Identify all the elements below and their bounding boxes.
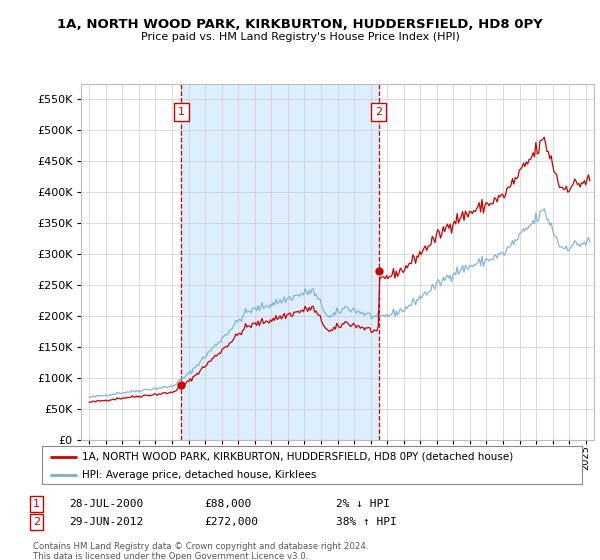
Text: 1A, NORTH WOOD PARK, KIRKBURTON, HUDDERSFIELD, HD8 0PY: 1A, NORTH WOOD PARK, KIRKBURTON, HUDDERS… bbox=[57, 18, 543, 31]
Text: £88,000: £88,000 bbox=[204, 499, 251, 509]
Text: 2: 2 bbox=[33, 517, 40, 527]
Text: Contains HM Land Registry data © Crown copyright and database right 2024.
This d: Contains HM Land Registry data © Crown c… bbox=[33, 542, 368, 560]
Bar bbox=[181, 84, 379, 440]
Text: 2: 2 bbox=[375, 107, 382, 117]
Text: 2% ↓ HPI: 2% ↓ HPI bbox=[336, 499, 390, 509]
Text: 1A, NORTH WOOD PARK, KIRKBURTON, HUDDERSFIELD, HD8 0PY (detached house): 1A, NORTH WOOD PARK, KIRKBURTON, HUDDERS… bbox=[83, 451, 514, 461]
Text: Price paid vs. HM Land Registry's House Price Index (HPI): Price paid vs. HM Land Registry's House … bbox=[140, 32, 460, 42]
Text: 1: 1 bbox=[178, 107, 185, 117]
Text: 28-JUL-2000: 28-JUL-2000 bbox=[69, 499, 143, 509]
Text: 1: 1 bbox=[33, 499, 40, 509]
Text: HPI: Average price, detached house, Kirklees: HPI: Average price, detached house, Kirk… bbox=[83, 470, 317, 480]
Text: 29-JUN-2012: 29-JUN-2012 bbox=[69, 517, 143, 527]
Text: £272,000: £272,000 bbox=[204, 517, 258, 527]
Text: 38% ↑ HPI: 38% ↑ HPI bbox=[336, 517, 397, 527]
